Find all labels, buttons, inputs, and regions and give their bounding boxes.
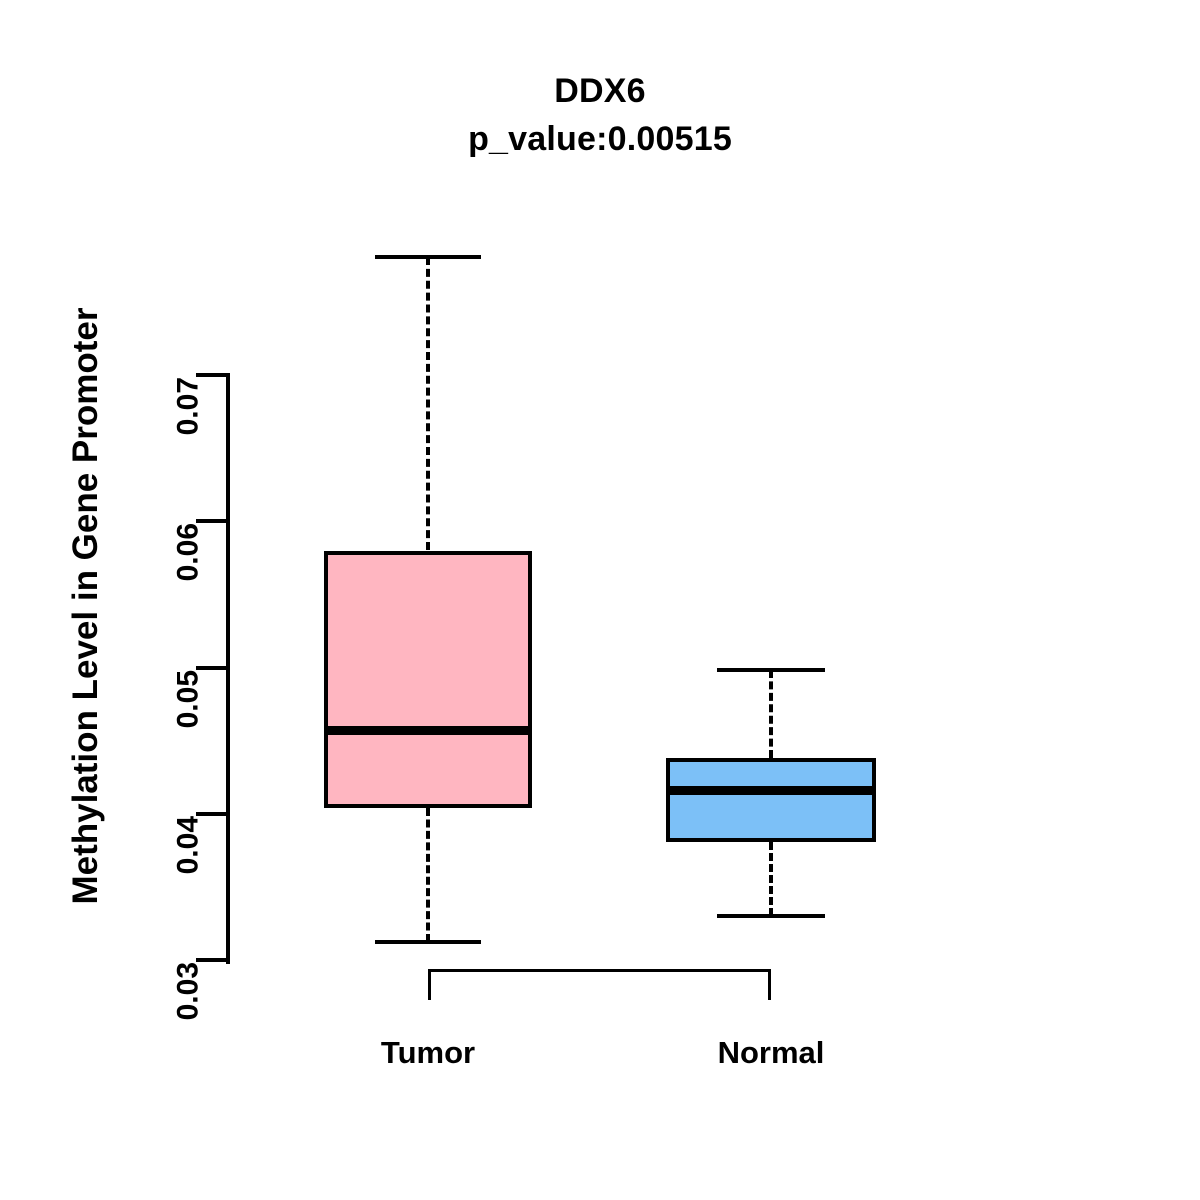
x-axis-label-tumor: Tumor <box>380 1035 476 1070</box>
pvalue-subtitle: p_value:0.00515 <box>468 120 732 158</box>
y-axis-tick-label: 0.07 <box>171 377 204 436</box>
y-axis-tick <box>196 958 230 962</box>
box-normal <box>666 758 876 842</box>
whisker-lower <box>426 807 430 943</box>
y-axis-tick-label: 0.04 <box>171 815 204 875</box>
y-axis-tick-label: 0.05 <box>171 669 204 728</box>
whisker-cap-upper <box>375 254 481 259</box>
significance-bracket <box>428 969 771 1000</box>
y-axis-tick <box>196 519 230 524</box>
whisker-cap-lower <box>717 914 825 919</box>
median-line-normal <box>666 786 876 796</box>
y-axis-tick-label: 0.06 <box>171 523 204 582</box>
y-axis-tick-label: 0.03 <box>171 962 204 1021</box>
y-axis-tick <box>196 811 230 816</box>
page-title: DDX6 <box>554 72 646 110</box>
whisker-cap-upper <box>717 668 825 673</box>
y-axis-title: Methylation Level in Gene Promoter <box>66 307 105 905</box>
median-line-tumor <box>324 726 532 736</box>
x-axis-label-normal: Normal <box>717 1035 825 1070</box>
y-axis-tick <box>196 373 230 377</box>
box-tumor <box>324 550 532 808</box>
whisker-cap-lower <box>375 940 481 945</box>
whisker-lower <box>769 841 773 917</box>
whisker-upper <box>769 670 773 759</box>
whisker-upper <box>426 256 430 551</box>
y-axis-tick <box>196 665 230 670</box>
